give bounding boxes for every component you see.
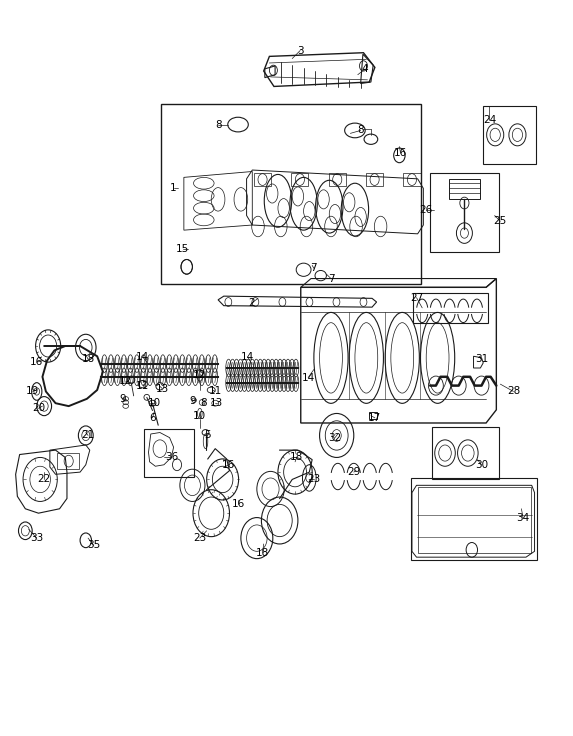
Text: 8: 8 [201,398,207,408]
Text: 36: 36 [164,453,178,462]
Bar [366,173,383,186]
Text: 26: 26 [419,205,433,216]
Text: 20: 20 [32,403,45,414]
Text: 7: 7 [311,263,317,273]
Text: 7: 7 [328,274,334,283]
Bar [57,453,79,469]
Bar [411,478,537,560]
Text: 6: 6 [149,413,156,423]
Text: 12: 12 [119,376,132,386]
Bar [413,293,488,322]
Text: 11: 11 [209,386,222,397]
Text: 12: 12 [193,370,206,381]
Text: 14: 14 [301,372,315,383]
Text: 9: 9 [119,394,125,404]
Text: 13: 13 [155,383,169,394]
Text: 31: 31 [475,354,488,364]
Text: 15: 15 [176,244,189,254]
Text: 23: 23 [193,533,206,543]
Text: 10: 10 [148,398,161,408]
Text: 17: 17 [368,413,382,423]
Text: 23: 23 [307,475,320,484]
Bar [329,173,346,186]
Bar [483,105,536,164]
Text: 16: 16 [394,148,407,158]
Bar [291,173,308,186]
Text: 32: 32 [328,433,342,442]
Text: 35: 35 [87,540,100,551]
Text: 5: 5 [205,431,211,440]
Text: 27: 27 [410,293,423,302]
Text: 18: 18 [256,548,269,558]
Text: 30: 30 [475,460,488,470]
Bar [254,173,271,186]
Text: 33: 33 [30,533,44,543]
Bar [430,173,499,252]
Text: 22: 22 [37,475,51,484]
Bar [403,173,421,186]
Text: 29: 29 [347,467,360,477]
Text: 2: 2 [248,299,254,308]
Bar [144,429,194,476]
Text: 9: 9 [189,396,196,406]
Text: 8: 8 [358,125,364,135]
Text: 14: 14 [136,352,150,362]
Text: 16: 16 [30,357,44,367]
Text: 21: 21 [81,431,95,440]
Text: 1: 1 [170,183,177,194]
Text: 11: 11 [136,381,150,391]
Bar [449,179,480,199]
Text: 24: 24 [483,115,496,125]
Text: 4: 4 [362,64,368,74]
Text: 13: 13 [210,398,223,408]
Bar [369,412,377,420]
Text: 18: 18 [81,354,95,364]
Text: 28: 28 [507,386,520,397]
Text: 10: 10 [193,411,206,421]
Text: 14: 14 [241,352,254,362]
Text: 16: 16 [231,499,245,509]
Text: 19: 19 [26,386,40,397]
Text: 3: 3 [297,46,304,55]
Bar [432,427,499,479]
Text: 16: 16 [222,460,235,470]
Text: 18: 18 [290,453,303,462]
Bar [161,104,421,283]
Text: 8: 8 [215,119,221,130]
Text: 25: 25 [494,216,507,227]
Text: 34: 34 [516,513,530,523]
